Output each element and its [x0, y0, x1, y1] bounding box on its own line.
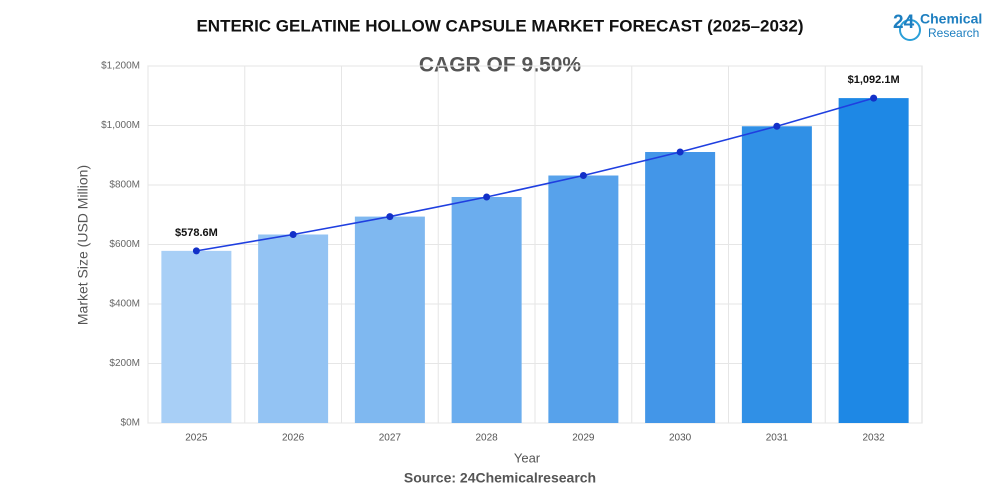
x-tick-label: 2026 [282, 433, 305, 444]
point [386, 213, 394, 221]
point [579, 172, 587, 180]
x-axis-label: Year [514, 450, 541, 465]
x-tick-label: 2031 [766, 433, 789, 444]
point [483, 193, 491, 201]
y-tick-label: $1,200M [101, 61, 140, 72]
logo-line2: Research [928, 26, 979, 40]
bar [645, 152, 716, 423]
value-label: $578.6M [175, 227, 218, 239]
source: Source: 24Chemicalresearch [404, 470, 596, 486]
logo-icon [899, 19, 921, 41]
y-tick-label: $200M [109, 358, 140, 369]
bar [838, 98, 909, 423]
y-tick-label: $600M [109, 239, 140, 250]
bar [161, 250, 232, 423]
y-tick-label: $0M [121, 418, 140, 429]
chart-subtitle: CAGR OF 9.50% [419, 54, 582, 77]
x-tick-label: 2032 [863, 433, 886, 444]
x-tick-label: 2025 [185, 433, 208, 444]
value-label: $1,092.1M [848, 74, 900, 86]
logo: 24 Chemical Research [893, 11, 982, 41]
point [289, 231, 297, 239]
x-tick-label: 2027 [379, 433, 402, 444]
trend-line [196, 97, 874, 252]
point [773, 122, 781, 130]
point [870, 94, 878, 102]
y-axis-label: Market Size (USD Million) [75, 165, 91, 325]
bar [258, 234, 329, 423]
x-tick-label: 2030 [669, 433, 692, 444]
y-tick-label: $800M [109, 180, 140, 191]
chart-title: ENTERIC GELATINE HOLLOW CAPSULE MARKET F… [196, 16, 803, 35]
bar [548, 175, 619, 423]
x-tick-label: 2029 [572, 433, 595, 444]
y-tick-label: $1,000M [101, 120, 140, 131]
logo-line1: Chemical [920, 11, 982, 27]
x-tick-label: 2028 [476, 433, 499, 444]
bar [451, 196, 522, 423]
point [192, 247, 200, 255]
y-tick-label: $400M [109, 299, 140, 310]
bar [741, 126, 812, 423]
point [676, 148, 684, 156]
bar [354, 216, 425, 423]
logo-number: 24 [893, 12, 915, 33]
